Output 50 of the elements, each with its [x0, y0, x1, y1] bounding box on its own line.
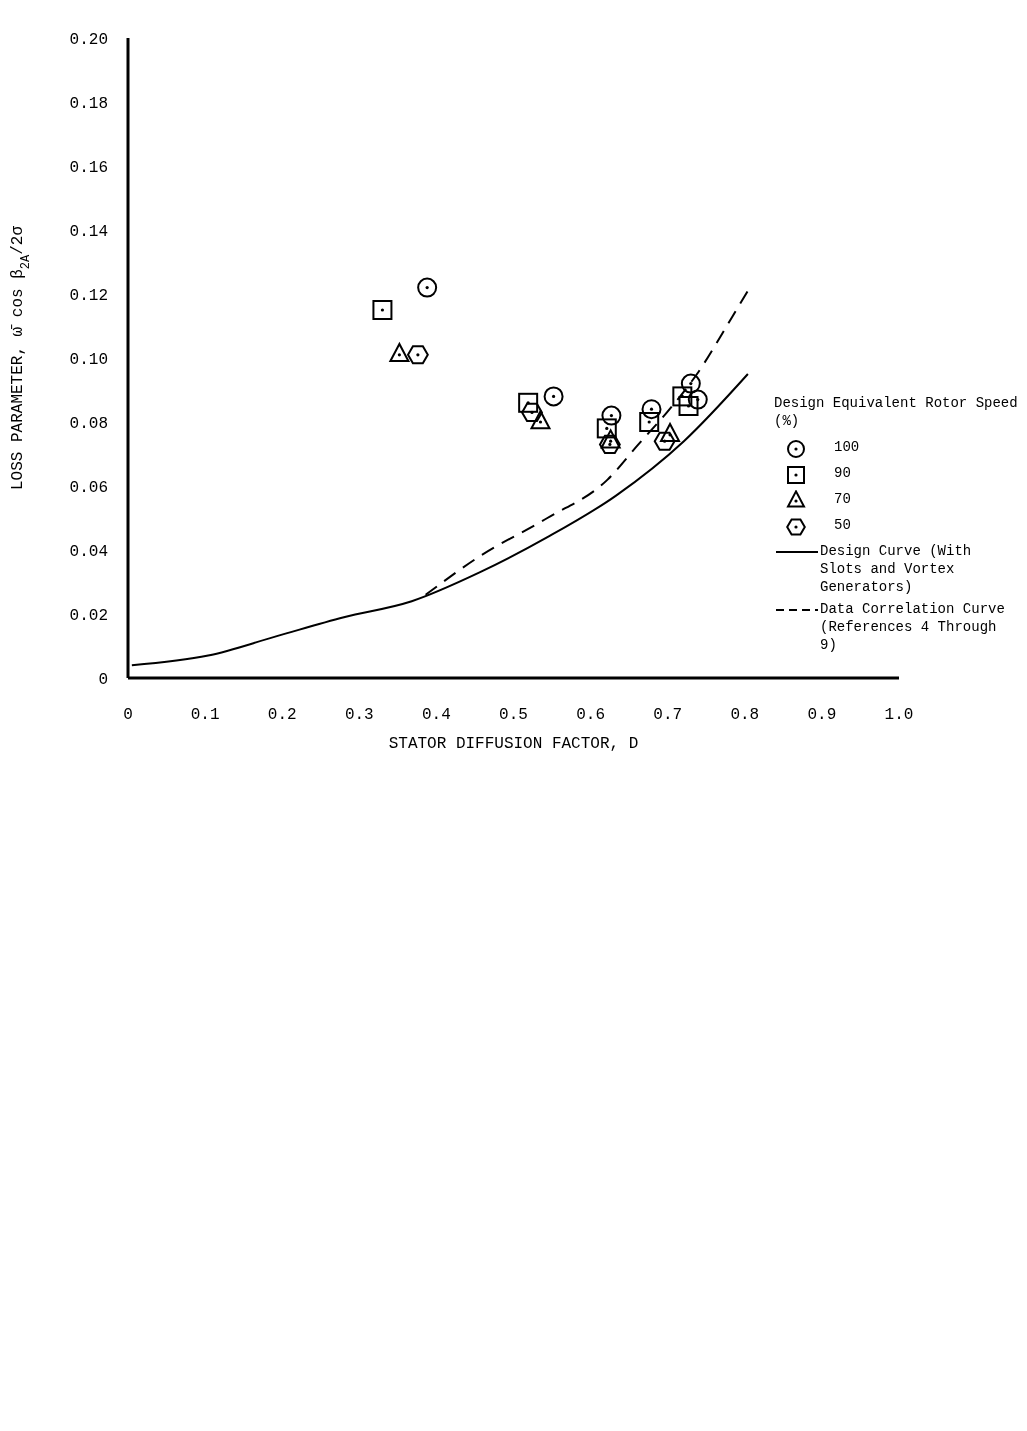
x-tick-label: 0.1: [190, 706, 220, 725]
y-tick-label: 0.10: [69, 350, 108, 369]
point: [639, 412, 660, 432]
legend-label: Data Correlation Curve (References 4 Through 9): [820, 600, 1006, 654]
point: [660, 423, 681, 443]
legend-label: 90: [834, 464, 851, 482]
y-tick-label: 0.02: [69, 606, 108, 625]
point: [389, 343, 410, 363]
point: [518, 392, 539, 413]
y-tick-label: 0.18: [69, 94, 108, 113]
x-tick-label: 0.9: [807, 706, 837, 725]
point: [641, 399, 662, 420]
y-tick-label: 0: [98, 670, 108, 689]
y-tick-label: 0.20: [69, 30, 108, 49]
point: [653, 431, 676, 451]
point: [530, 410, 551, 430]
legend-label: Design Curve (With Slots and Vortex Generators): [820, 542, 973, 596]
legend-label: 70: [834, 490, 851, 508]
point: [543, 386, 564, 407]
x-tick-label: 0.7: [653, 706, 683, 725]
legend-label: 50: [834, 516, 851, 534]
y-tick-label: 0.04: [69, 542, 108, 561]
x-tick-label: 0.3: [344, 706, 374, 725]
x-tick-label: 0.8: [730, 706, 760, 725]
y-tick-label: 0.16: [69, 158, 108, 177]
point: [417, 277, 438, 298]
point: [600, 429, 621, 449]
x-tick-label: 1.0: [884, 706, 914, 725]
x-tick-label: 0.5: [499, 706, 528, 725]
y-tick-label: 0.12: [69, 286, 108, 305]
x-tick-label: 0: [123, 706, 133, 725]
point: [601, 405, 622, 426]
point: [372, 300, 393, 320]
y-tick-label: 0.08: [69, 414, 108, 433]
point: [672, 386, 693, 407]
point: [687, 389, 708, 410]
point: [596, 418, 617, 439]
point: [598, 434, 621, 454]
point: [407, 345, 429, 365]
x-tick-label: 0.2: [267, 706, 297, 725]
y-tick-label: 0.14: [69, 222, 108, 241]
y-tick-label: 0.06: [69, 478, 108, 497]
point: [680, 373, 701, 394]
x-tick-label: 0.4: [421, 706, 451, 725]
legend-title: Design Equivalent Rotor Speed (%): [774, 394, 1019, 430]
legend-label: 100: [834, 438, 860, 456]
point: [521, 402, 543, 422]
x-axis-title: STATOR DIFFUSION FACTOR, D: [388, 735, 639, 753]
point: [678, 396, 699, 416]
x-tick-label: 0.6: [576, 706, 606, 725]
